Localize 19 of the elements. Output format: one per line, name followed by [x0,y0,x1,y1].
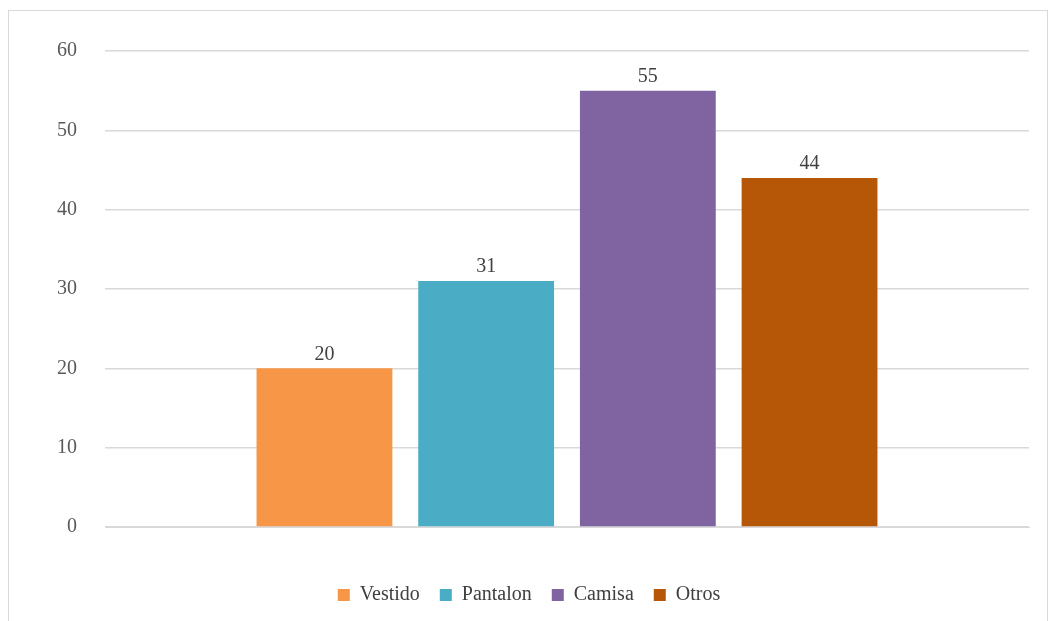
bar [418,281,555,527]
legend-label: Camisa [573,582,634,605]
y-tick-label: 20 [57,355,77,378]
data-label: 20 [314,341,335,364]
legend-label: Otros [675,582,721,605]
y-tick-label: 30 [57,276,77,299]
bar [741,177,878,527]
legend-label: Vestido [359,582,420,605]
legend-label: Pantalon [461,582,532,605]
y-tick-label: 10 [57,434,77,457]
y-tick-label: 50 [57,117,77,140]
y-tick-label: 60 [57,38,77,61]
bar [256,368,393,527]
data-label: 44 [799,151,820,174]
y-tick-label: 0 [67,514,77,537]
data-label: 55 [637,63,658,86]
data-label: 31 [476,254,497,277]
y-tick-label: 40 [57,196,77,219]
bar [579,90,716,527]
